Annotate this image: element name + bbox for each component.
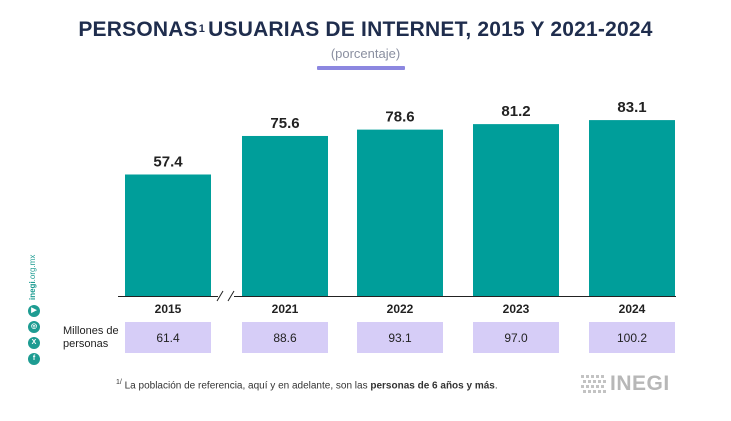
- bar-2021: [242, 135, 328, 296]
- inegi-logo-text: INEGI: [610, 372, 670, 395]
- inegi-logo-icon: [581, 375, 606, 393]
- bar-2015: [125, 174, 211, 296]
- bar-2024: [589, 120, 675, 296]
- table-cell-2021: [242, 322, 328, 353]
- facebook-icon[interactable]: f: [28, 353, 40, 365]
- tick-label-2015: 2015: [155, 302, 182, 316]
- table-cell-2024: [589, 322, 675, 353]
- footnote-bold: personas de 6 años y más: [370, 380, 495, 392]
- axis-break-mark-right: [227, 290, 235, 302]
- subtitle-underline: [317, 66, 405, 70]
- x-icon[interactable]: X: [28, 337, 40, 349]
- table-value-2024: 100.2: [617, 331, 647, 345]
- data-label-2021: 75.6: [270, 115, 299, 132]
- footnote: 1/ La población de referencia, aquí y en…: [116, 379, 498, 391]
- url-bold: inegi: [28, 281, 37, 300]
- table-value-2021: 88.6: [273, 331, 297, 345]
- table-value-2015: 61.4: [156, 331, 180, 345]
- table-value-2022: 93.1: [388, 331, 412, 345]
- tick-label-2023: 2023: [503, 302, 530, 316]
- data-label-2024: 83.1: [617, 99, 646, 116]
- chart-title: PERSONAS1 USUARIAS DE INTERNET, 2015 Y 20…: [0, 18, 731, 42]
- data-label-2015: 57.4: [153, 153, 183, 170]
- footnote-end: .: [494, 380, 498, 392]
- title-rest: USUARIAS DE INTERNET, 2015 Y 2021-2024: [208, 18, 653, 41]
- url-rest: .org.mx: [28, 254, 37, 282]
- youtube-icon[interactable]: ▶: [28, 305, 40, 317]
- bar-2023: [473, 124, 559, 296]
- table-row-label: Millones de personas: [63, 325, 119, 350]
- tick-label-2021: 2021: [272, 302, 299, 316]
- table-cell-2023: [473, 322, 559, 353]
- title-main: PERSONAS: [78, 18, 198, 41]
- data-label-2023: 81.2: [501, 103, 530, 120]
- data-label-2022: 78.6: [385, 109, 414, 126]
- footnote-text: La población de referencia, aquí y en ad…: [124, 380, 368, 392]
- table-cell-2022: [357, 322, 443, 353]
- instagram-icon[interactable]: ◎: [28, 321, 40, 333]
- website-url[interactable]: inegi.org.mx: [28, 255, 37, 300]
- chart-subtitle: (porcentaje): [330, 46, 401, 61]
- tick-label-2022: 2022: [387, 302, 414, 316]
- table-value-2023: 97.0: [504, 331, 528, 345]
- axis-break-gap: [218, 292, 234, 301]
- table-cell-2015: [125, 322, 211, 353]
- axis-break-mark-left: [216, 290, 224, 302]
- bar-2022: [357, 129, 443, 296]
- title-superscript: 1: [198, 23, 206, 35]
- tick-label-2024: 2024: [619, 302, 646, 316]
- footnote-marker: 1/: [116, 379, 122, 386]
